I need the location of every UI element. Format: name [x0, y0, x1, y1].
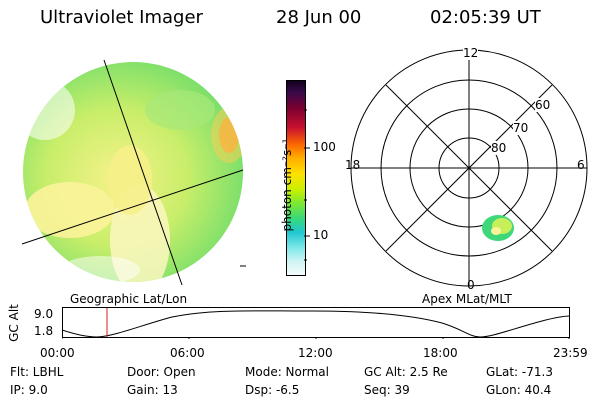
info-door: Door: Open: [127, 365, 196, 379]
altitude-ylabel: GC Alt: [7, 304, 21, 342]
polar-plot: [350, 49, 588, 287]
info-mode: Mode: Normal: [245, 365, 329, 379]
geographic-image: [21, 59, 246, 286]
lat-label-80: 80: [491, 141, 507, 155]
time-label: 02:05:39 UT: [430, 7, 541, 28]
colorbar-unit-label: photon cm⁻²s⁻¹: [280, 138, 294, 232]
info-gc-alt: GC Alt: 2.5 Re: [364, 365, 448, 379]
polar-caption: Apex MLat/MLT: [422, 292, 512, 306]
auroral-spot: [482, 215, 514, 241]
diagonal-2: [385, 84, 553, 252]
altitude-ytick-high: 9.0: [34, 307, 54, 321]
geographic-caption: Geographic Lat/Lon: [70, 292, 188, 306]
date-label: 28 Jun 00: [276, 7, 362, 28]
color-scale-bar: [286, 80, 306, 276]
info-glon: GLon: 40.4: [486, 383, 552, 397]
altitude-xtick-1200: 12:00: [298, 346, 333, 360]
altitude-xtick-0600: 06:00: [170, 346, 205, 360]
altitude-ytick-low: 1.8: [34, 324, 54, 338]
mlt-label-6: 6: [577, 158, 585, 172]
info-dsp: Dsp: -6.5: [245, 383, 300, 397]
info-gain: Gain: 13: [127, 383, 178, 397]
lat-label-70: 70: [513, 121, 529, 135]
altitude-xtick-2359: 23:59: [553, 346, 588, 360]
mlt-label-0: 0: [467, 278, 475, 292]
info-glat: GLat: -71.3: [486, 365, 553, 379]
latitude-line: [21, 169, 244, 245]
colorbar-tick-10: 10: [313, 228, 329, 242]
colorbar-tick-100: 100: [313, 140, 336, 154]
mlt-label-18: 18: [345, 158, 361, 172]
info-ip: IP: 9.0: [10, 383, 48, 397]
info-seq: Seq: 39: [364, 383, 410, 397]
altitude-frame: [62, 307, 570, 338]
info-filter: Flt: LBHL: [10, 365, 64, 379]
longitude-line: [103, 59, 183, 286]
altitude-curve: [62, 310, 571, 338]
altitude-xtick-1800: 18:00: [423, 346, 458, 360]
emission-disk: [23, 62, 243, 282]
altitude-plot: [62, 307, 571, 339]
lat-label-60: 60: [535, 98, 551, 112]
mlt-label-12: 12: [463, 46, 479, 60]
altitude-xtick-0000: 00:00: [40, 346, 75, 360]
app-title: Ultraviolet Imager: [40, 7, 203, 28]
color-scale-ticks: [304, 109, 310, 261]
